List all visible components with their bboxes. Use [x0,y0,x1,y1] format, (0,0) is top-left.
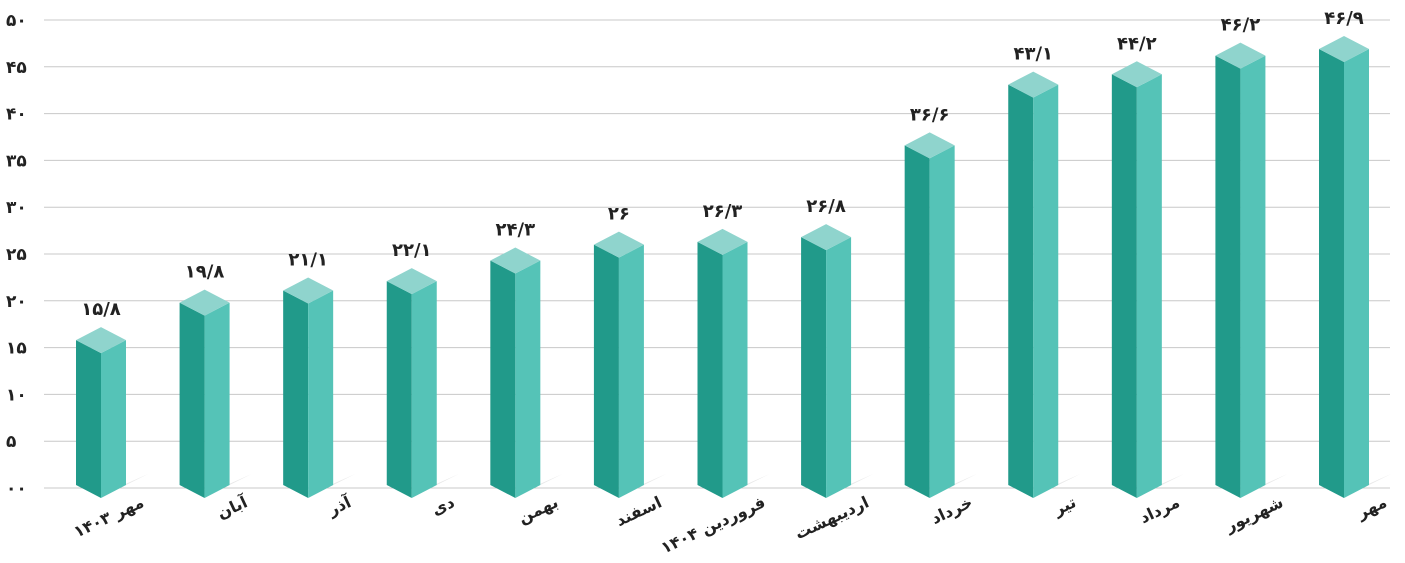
y-tick-label: ۳۵ [6,151,27,171]
bar-top-face [1008,71,1059,98]
bar [697,228,748,498]
data-label: ۴۴/۲ [1117,33,1157,54]
x-tick-label: تیر [1050,492,1079,519]
bar-top-face [801,224,852,251]
data-label: ۲۱/۱ [288,250,328,271]
bar-front-face [283,290,309,498]
bar-top-face [1111,61,1162,88]
x-tick-label: مرداد [1137,492,1183,527]
x-tick-label: اسفند [613,492,665,530]
y-tick-label: ۲۰ [6,292,27,312]
data-labels: ۱۵/۸ ۱۹/۸ ۲۱/۱ ۲۲/۱ ۲۴/۳ ۲۶ ۲۶/۳ ۲۶/۸ ۳۶/۶ ۴۳/۱ ۴۴… [81,8,1364,320]
data-label: ۲۶/۳ [703,201,743,222]
y-tick-label: ۰۰ [6,479,27,499]
data-label: ۱۹/۸ [185,262,225,283]
bar-top-face [386,268,437,295]
bar-top-face [76,327,126,354]
y-tick-label: ۳۰ [6,198,27,218]
data-label: ۱۵/۸ [81,299,121,320]
y-tick-label: ۴۰ [6,105,27,125]
y-tick-label: ۱۰ [6,385,27,405]
bar-front-face [697,241,723,498]
bar-front-face [1008,84,1034,499]
bar-top-face [1319,36,1369,63]
y-tick-label: ۲۵ [6,245,27,265]
y-tick-label: ۵۰ [6,11,27,31]
y-tick-label: ۴۵ [6,58,27,78]
x-tick-label: آذر [324,491,355,519]
bar-top-face [283,277,334,304]
bar-side-face [204,302,230,498]
bar-side-face [1136,74,1162,499]
bar-top-face [697,228,748,255]
data-label: ۳۶/۶ [910,104,950,125]
bar [593,231,644,498]
bar-side-face [1344,49,1369,499]
bar [801,224,852,499]
bar-front-face [904,145,930,498]
bar-side-face [308,290,334,498]
y-tick-label: ۵ [6,432,16,452]
bar-front-face [801,237,827,499]
data-label: ۴۶/۲ [1221,15,1261,36]
bar-top-face [904,132,955,159]
bar-front-face [1111,74,1137,499]
bar-side-face [411,281,437,498]
bar-side-face [826,237,852,499]
bar-front-face [593,244,619,498]
x-tick-label: خرداد [928,492,975,528]
bar-side-face [722,241,748,498]
x-tick-label: مهر [1353,492,1390,522]
x-tick-label: فروردین ۱۴۰۴ [658,492,768,557]
bars [76,36,1369,499]
y-axis-ticks: ۰۰ ۵ ۱۰ ۱۵ ۲۰ ۲۵ ۳۰ ۳۵ ۴۰ ۴۵ ۵۰ [6,11,27,499]
bar [904,132,955,498]
bar-front-face [386,281,412,498]
bar-front-face [490,260,516,498]
data-label: ۴۶/۹ [1324,8,1364,29]
data-label: ۲۲/۱ [392,240,432,261]
bar [283,277,334,498]
bar-side-face [1240,55,1266,499]
bar-side-face [929,145,955,498]
bar-front-face [1215,55,1241,499]
bar-side-face [618,244,644,498]
x-tick-label: اردیبهشت [792,492,872,543]
x-tick-label: دی [429,492,458,519]
bar-top-face [593,231,644,258]
bar [179,289,230,498]
bar-side-face [101,340,126,498]
bar-side-face [515,260,541,498]
bar-top-face [1215,42,1266,69]
bar-side-face [1033,84,1059,499]
data-label: ۲۴/۳ [496,220,536,241]
x-tick-label: آبان [214,491,251,523]
x-tick-label: بهمن [515,492,561,527]
bar-top-face [179,289,230,316]
bar-front-face [76,340,101,498]
x-tick-label: مهر ۱۴۰۳ [71,492,147,541]
bar [1215,42,1266,499]
bar [490,247,541,498]
bar [386,268,437,498]
bar-top-face [490,247,541,274]
data-label: ۲۶/۸ [806,196,846,217]
bar [76,327,126,498]
bar-front-face [1319,49,1344,499]
bar [1008,71,1059,499]
x-tick-label: شهریور [1221,492,1286,536]
bar-front-face [179,302,205,498]
y-tick-label: ۱۵ [6,339,27,359]
bar [1111,61,1162,499]
bar [1319,36,1369,499]
data-label: ۲۶ [608,204,630,225]
data-label: ۴۳/۱ [1013,44,1053,65]
